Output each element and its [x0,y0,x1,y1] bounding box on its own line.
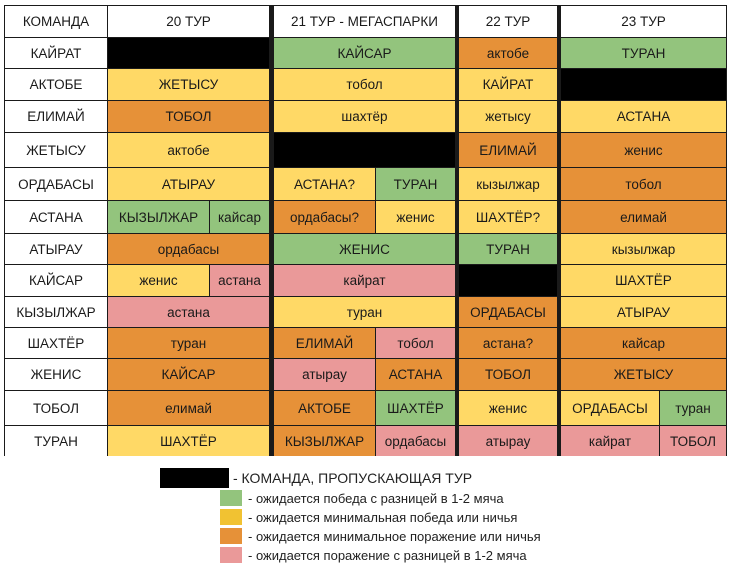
header-team: КОМАНДА [5,6,107,37]
schedule-table: КОМАНДА 20 ТУР 21 ТУР - МЕГАСПАРКИ 22 ТУР 23… [4,5,727,456]
opponent-cell: ЕЛИМАЙ [459,133,557,167]
opponent-cell: ШАХТЁР [376,391,455,425]
opponent-cell: ЖЕТЫСУ [561,359,726,390]
team-name: КЫЗЫЛЖАР [5,297,107,327]
opponent-cell: кайсар [561,328,726,358]
opponent-cell: жетысу [459,101,557,132]
opponent-cell: КЫЗЫЛЖАР [274,426,375,456]
legend-item: - ожидается минимальная победа или ничья [220,509,517,525]
legend-item: - ожидается минимальное поражение или ни… [220,528,541,544]
opponent-cell: ТОБОЛ [108,101,269,132]
legend-label: - ожидается победа с разницей в 1-2 мяча [248,490,504,506]
team-name: ЖЕТЫСУ [5,133,107,167]
opponent-cell: астана [210,265,269,296]
opponent-cell: КАЙСАР [108,359,269,390]
legend-item: - ожидается победа с разницей в 1-2 мяча [220,490,504,506]
opponent-cell: АСТАНА [561,101,726,132]
bye-cell [561,69,726,100]
opponent-cell: кызылжар [459,168,557,200]
opponent-cell: АСТАНА [376,359,455,390]
opponent-cell: КАЙСАР [274,38,455,68]
opponent-cell: КЫЗЫЛЖАР [108,201,209,233]
opponent-cell: женис [459,391,557,425]
opponent-cell: женис [561,133,726,167]
opponent-cell: астана [108,297,269,327]
legend-swatch [220,528,242,544]
bye-cell [274,133,455,167]
opponent-cell: кайрат [274,265,455,296]
opponent-cell: тобол [561,168,726,200]
opponent-cell: женис [108,265,209,296]
opponent-cell: ЖЕНИС [274,234,455,264]
bye-cell [108,38,269,68]
team-name: ШАХТЁР [5,328,107,358]
header-tour: 21 ТУР - МЕГАСПАРКИ [274,6,455,37]
opponent-cell: атырау [459,426,557,456]
opponent-cell: ОРДАБАСЫ [561,391,659,425]
team-name: ТОБОЛ [5,391,107,425]
legend-item: - КОМАНДА, ПРОПУСКАЮЩАЯ ТУР [160,468,472,488]
bye-cell [459,265,557,296]
legend-label: - ожидается поражение с разницей в 1-2 м… [248,547,527,563]
opponent-cell: туран [660,391,726,425]
header-tour: 23 ТУР [561,6,726,37]
opponent-cell: АТЫРАУ [561,297,726,327]
opponent-cell: туран [108,328,269,358]
opponent-cell: ШАХТЁР [561,265,726,296]
opponent-cell: ЕЛИМАЙ [274,328,375,358]
opponent-cell: ордабасы [108,234,269,264]
opponent-cell: ТУРАН [561,38,726,68]
opponent-cell: тобол [376,328,455,358]
opponent-cell: туран [274,297,455,327]
opponent-cell: женис [376,201,455,233]
team-name: КАЙСАР [5,265,107,296]
opponent-cell: актобе [459,38,557,68]
legend-swatch [220,509,242,525]
opponent-cell: тобол [274,69,455,100]
opponent-cell: ЖЕТЫСУ [108,69,269,100]
opponent-cell: атырау [274,359,375,390]
legend-swatch [220,547,242,563]
header-tour: 20 ТУР [108,6,269,37]
opponent-cell: ОРДАБАСЫ [459,297,557,327]
opponent-cell: ШАХТЁР [108,426,269,456]
opponent-cell: АКТОБЕ [274,391,375,425]
opponent-cell: ТУРАН [376,168,455,200]
opponent-cell: АСТАНА? [274,168,375,200]
opponent-cell: шахтёр [274,101,455,132]
legend-label: - КОМАНДА, ПРОПУСКАЮЩАЯ ТУР [233,470,473,486]
opponent-cell: ШАХТЁР? [459,201,557,233]
team-name: АСТАНА [5,201,107,233]
team-name: АКТОБЕ [5,69,107,100]
opponent-cell: кайсар [210,201,269,233]
legend-swatch [160,468,229,488]
opponent-cell: АТЫРАУ [108,168,269,200]
opponent-cell: астана? [459,328,557,358]
opponent-cell: ТОБОЛ [660,426,726,456]
opponent-cell: кызылжар [561,234,726,264]
opponent-cell: ордабасы [376,426,455,456]
opponent-cell: КАЙРАТ [459,69,557,100]
opponent-cell: елимай [561,201,726,233]
legend-item: - ожидается поражение с разницей в 1-2 м… [220,547,527,563]
opponent-cell: ТОБОЛ [459,359,557,390]
team-name: ЖЕНИС [5,359,107,390]
team-name: ОРДАБАСЫ [5,168,107,200]
opponent-cell: актобе [108,133,269,167]
legend-swatch [220,490,242,506]
team-name: ТУРАН [5,426,107,456]
header-tour: 22 ТУР [459,6,557,37]
legend-label: - ожидается минимальное поражение или ни… [248,528,541,544]
team-name: ЕЛИМАЙ [5,101,107,132]
team-name: КАЙРАТ [5,38,107,68]
team-name: АТЫРАУ [5,234,107,264]
opponent-cell: ордабасы? [274,201,375,233]
opponent-cell: елимай [108,391,269,425]
opponent-cell: ТУРАН [459,234,557,264]
legend-label: - ожидается минимальная победа или ничья [248,509,518,525]
opponent-cell: кайрат [561,426,659,456]
